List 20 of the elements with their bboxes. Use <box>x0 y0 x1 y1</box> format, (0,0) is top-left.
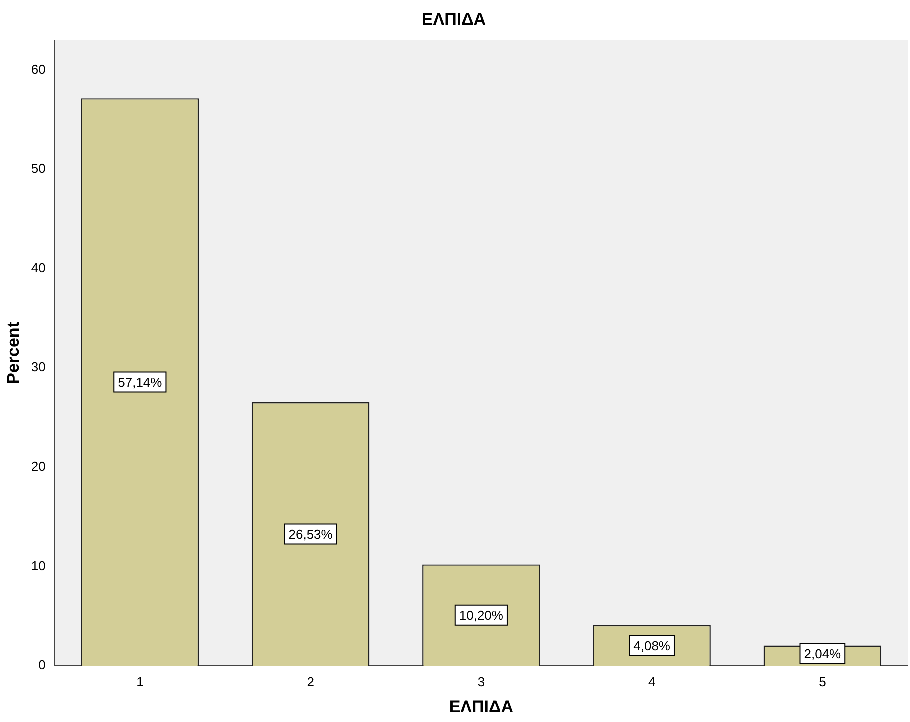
data-label: 4,08% <box>634 638 671 654</box>
y-tick-label: 10 <box>31 558 46 574</box>
data-label: 57,14% <box>118 374 163 390</box>
y-tick-label: 0 <box>38 658 46 673</box>
y-tick-label: 30 <box>31 360 46 375</box>
x-axis-title: ΕΛΠΙΔΑ <box>449 697 514 716</box>
y-tick-label: 20 <box>31 458 46 474</box>
data-label: 2,04% <box>804 646 842 662</box>
y-tick-label: 60 <box>31 62 46 77</box>
y-axis-title: Percent <box>4 322 23 384</box>
x-tick-label: 5 <box>819 674 826 690</box>
y-tick-label: 50 <box>31 161 46 176</box>
chart-title: ΕΛΠΙΔΑ <box>422 10 486 29</box>
x-tick-label: 3 <box>478 674 486 690</box>
data-label: 10,20% <box>459 608 504 623</box>
data-label: 26,53% <box>288 526 334 542</box>
x-tick-label: 4 <box>648 674 656 690</box>
y-tick-label: 40 <box>31 260 46 276</box>
x-tick-label: 2 <box>307 674 314 690</box>
x-tick-label: 1 <box>136 674 144 690</box>
